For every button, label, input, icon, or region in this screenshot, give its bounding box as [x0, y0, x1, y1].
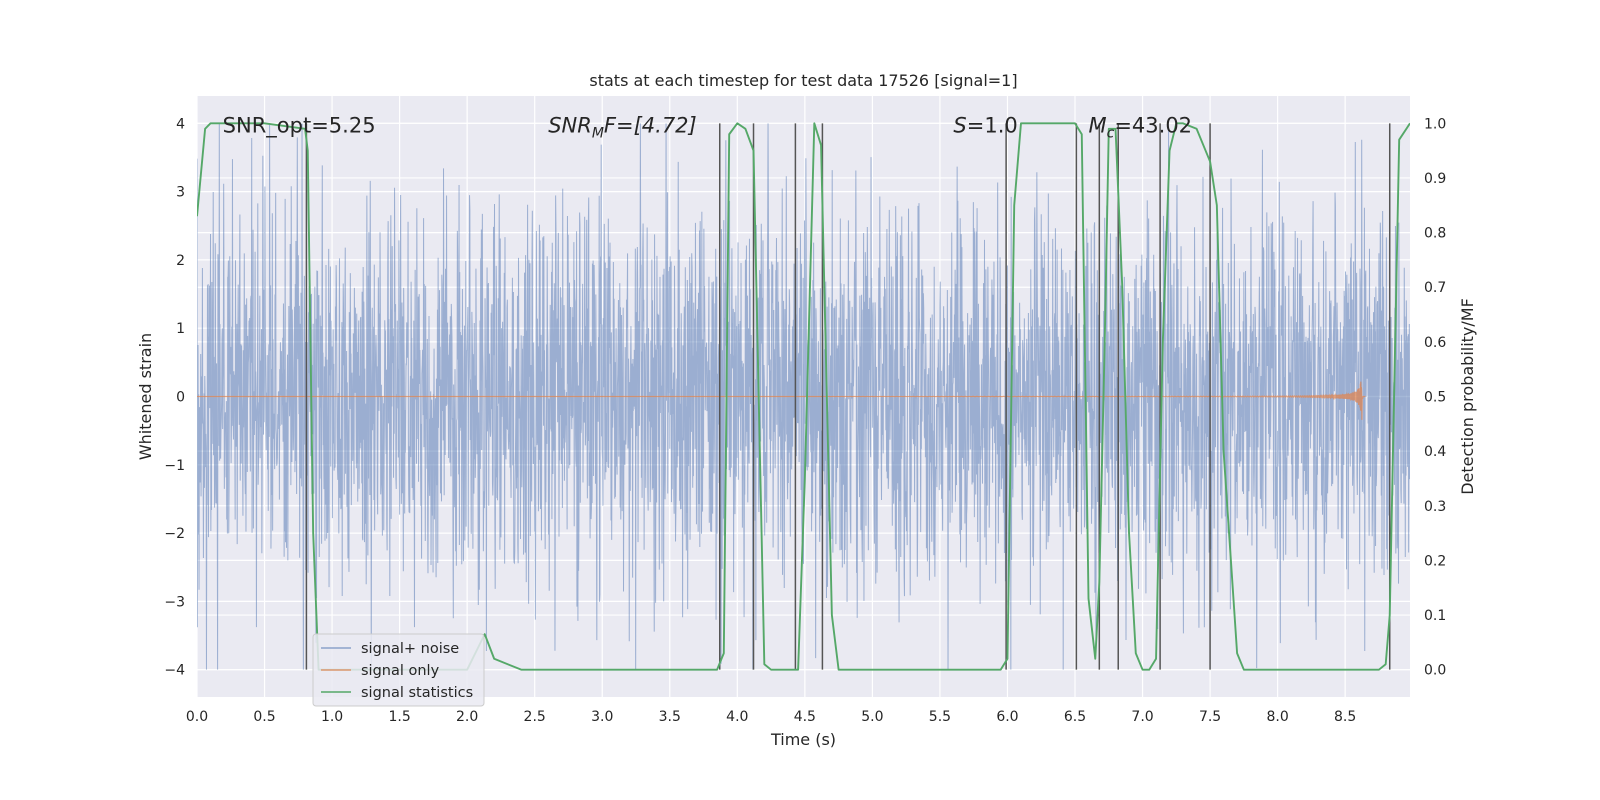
- x-tick-label: 3.5: [659, 709, 681, 725]
- x-tick-label: 7.5: [1199, 709, 1221, 725]
- legend-label-signal-noise: signal+ noise: [361, 641, 459, 657]
- left-y-tick-label: 2: [176, 253, 185, 269]
- right-y-tick-label: 0.9: [1424, 171, 1446, 187]
- right-y-tick-label: 0.3: [1424, 499, 1446, 515]
- x-tick-label: 6.0: [996, 709, 1018, 725]
- x-axis-ticks: 0.0 0.5 1.0 1.5 2.0 2.5 3.0 3.5 4.0 4.5 5.0 5.5 6.0 6…: [186, 709, 1356, 725]
- x-tick-label: 3.0: [591, 709, 613, 725]
- left-y-axis-ticks: −4 −3 −2 −1 0 1 2 3 4: [164, 116, 185, 678]
- right-y-axis-ticks: 0.0 0.1 0.2 0.3 0.4 0.5 0.6 0.7 0.8 0.9 1.0: [1424, 116, 1446, 678]
- right-y-tick-label: 0.1: [1424, 608, 1446, 624]
- left-y-tick-label: −3: [164, 594, 185, 610]
- x-tick-label: 8.5: [1334, 709, 1356, 725]
- right-y-tick-label: 0.8: [1424, 226, 1446, 242]
- x-tick-label: 1.0: [321, 709, 343, 725]
- x-tick-label: 5.0: [861, 709, 883, 725]
- x-tick-label: 2.0: [456, 709, 478, 725]
- x-tick-label: 4.5: [794, 709, 816, 725]
- x-tick-label: 8.0: [1266, 709, 1288, 725]
- right-y-tick-label: 0.0: [1424, 663, 1446, 679]
- right-y-tick-label: 0.2: [1424, 553, 1446, 569]
- annotation-s: S=1.0: [953, 113, 1017, 137]
- left-y-tick-label: 4: [176, 116, 185, 132]
- right-y-axis-label: Detection probability/MF: [1458, 298, 1477, 495]
- annotation-snr-mf: SNRMF=[4.72]: [548, 113, 697, 141]
- right-y-tick-label: 0.5: [1424, 390, 1446, 406]
- legend-label-signal-only: signal only: [361, 663, 440, 679]
- right-y-tick-label: 1.0: [1424, 116, 1446, 132]
- signal-noise-line: [197, 123, 1410, 670]
- vertical-markers: [305, 123, 1391, 670]
- x-tick-label: 7.0: [1131, 709, 1153, 725]
- legend-label-signal-statistics: signal statistics: [361, 685, 473, 701]
- x-axis-label: Time (s): [770, 730, 836, 749]
- right-y-tick-label: 0.4: [1424, 444, 1446, 460]
- right-y-tick-label: 0.6: [1424, 335, 1446, 351]
- chart-title: stats at each timestep for test data 175…: [589, 71, 1017, 90]
- signal-only-series: [197, 381, 1366, 420]
- left-y-tick-label: −2: [164, 526, 185, 542]
- x-tick-label: 5.5: [929, 709, 951, 725]
- legend: signal+ noise signal only signal statist…: [312, 633, 485, 707]
- x-tick-label: 0.0: [186, 709, 208, 725]
- signal-noise-series: [197, 123, 1410, 670]
- x-tick-label: 6.5: [1064, 709, 1086, 725]
- right-y-tick-label: 0.7: [1424, 280, 1446, 296]
- left-y-tick-label: 3: [176, 185, 185, 201]
- x-tick-label: 1.5: [388, 709, 410, 725]
- left-y-tick-label: 0: [176, 390, 185, 406]
- x-tick-label: 4.0: [726, 709, 748, 725]
- x-tick-label: 2.5: [524, 709, 546, 725]
- annotation-snr-opt: SNR_opt=5.25: [223, 113, 376, 138]
- left-y-tick-label: 1: [176, 321, 185, 337]
- x-tick-label: 0.5: [253, 709, 275, 725]
- legend-box: [312, 633, 485, 707]
- annotation-mc: Mc=43.02: [1089, 113, 1193, 141]
- left-y-tick-label: −4: [164, 663, 185, 679]
- left-y-tick-label: −1: [164, 458, 185, 474]
- left-y-axis-label: Whitened strain: [136, 333, 155, 460]
- signal-only-line: [197, 381, 1366, 420]
